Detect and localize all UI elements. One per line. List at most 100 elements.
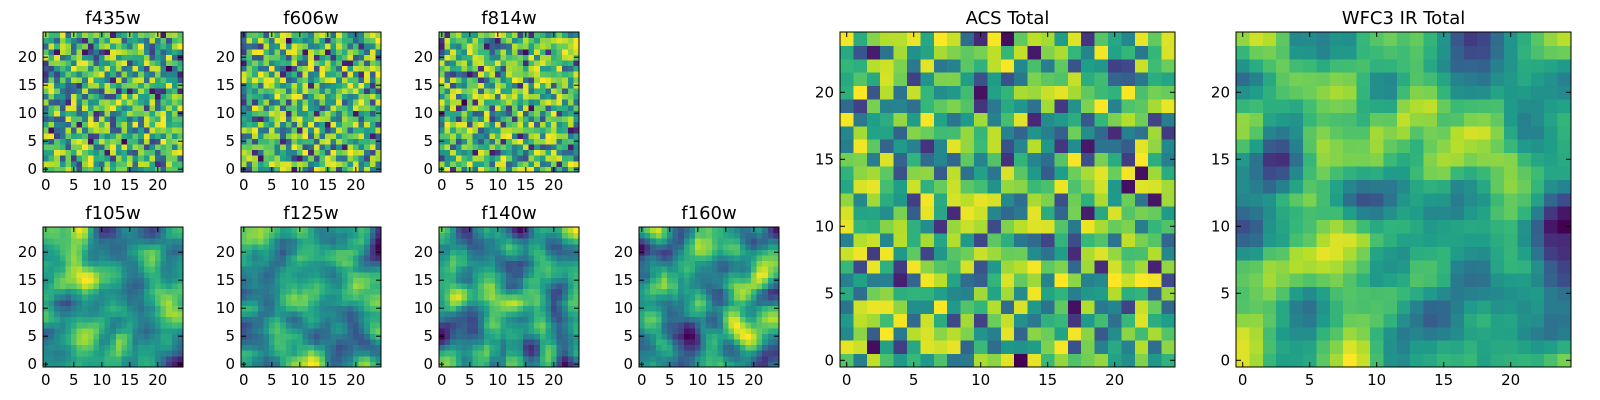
heatmap-cell [246,260,253,267]
heatmap-cell [246,350,253,357]
heatmap-cell [274,65,281,72]
heatmap-cell [65,355,72,362]
heatmap-cell [880,313,895,328]
heatmap-cell [573,71,580,78]
heatmap-cell [59,32,66,39]
heatmap-cell [907,259,921,274]
heatmap-cell [166,294,173,301]
heatmap-cell [455,339,462,346]
heatmap-cell [297,260,304,267]
heatmap-cell [241,271,248,278]
heatmap-cell [313,48,320,55]
heatmap-cell [534,299,541,306]
heatmap-cell [678,260,685,267]
heatmap-cell [947,286,962,301]
heatmap-cell [353,60,360,67]
heatmap-cell [478,316,485,323]
heatmap-cell [655,350,662,357]
x-tick-label: 0 [41,176,51,194]
heatmap-cell [528,121,535,128]
heatmap-cell [723,355,730,362]
heatmap-cell [325,294,332,301]
heatmap-cell [263,327,270,334]
heatmap-cell [252,132,259,139]
heatmap-cell [767,260,774,267]
heatmap-cell [104,121,111,128]
heatmap-cell [1121,353,1136,368]
heatmap-cell [347,249,354,256]
heatmap-cell [87,344,94,351]
heatmap-cell [472,60,479,67]
heatmap-cell [573,99,580,106]
heatmap-cell [1094,340,1109,355]
heatmap-cell [143,227,150,234]
x-tick-label: 0 [437,176,447,194]
heatmap-cell [149,355,156,362]
heatmap-cell [252,344,259,351]
heatmap-cell [439,99,446,106]
heatmap-cell [534,255,541,262]
heatmap-cell [341,71,348,78]
heatmap-cell [274,48,281,55]
heatmap-cell [353,121,360,128]
heatmap-cell [302,65,309,72]
heatmap-cell [751,249,758,256]
heatmap-cell [439,266,446,273]
heatmap-cell [143,32,150,39]
heatmap-cell [369,110,376,117]
heatmap-cell [127,48,134,55]
heatmap-cell [700,350,707,357]
heatmap-cell [528,271,535,278]
heatmap-cell [534,322,541,329]
heatmap-cell [59,104,66,111]
heatmap-cell [853,179,868,194]
heatmap-cell [252,283,259,290]
heatmap-cell [907,233,921,247]
heatmap-cell [695,333,702,340]
heatmap-cell [534,232,541,239]
heatmap-cell [166,166,173,173]
heatmap-cell [511,60,518,67]
heatmap-cell [263,71,270,78]
heatmap-cell [104,249,111,256]
heatmap-cell [319,350,326,357]
heatmap-cell [695,344,702,351]
heatmap-cell [274,255,281,262]
heatmap-cell [545,327,552,334]
heatmap-cell [336,311,343,318]
heatmap-cell [263,271,270,278]
heatmap-cell [269,243,276,250]
heatmap-cell [551,260,558,267]
heatmap-cell [347,311,354,318]
axes-frame [638,226,780,368]
heatmap-cell [528,93,535,100]
heatmap-cell [43,104,50,111]
heatmap-cell [177,76,184,83]
heatmap-cell [500,227,507,234]
heatmap-cell [257,93,264,100]
heatmap-cell [246,76,253,83]
heatmap-cell [347,116,354,123]
heatmap-cell [461,339,468,346]
heatmap-cell [302,99,309,106]
heatmap-cell [71,294,78,301]
heatmap-cell [545,249,552,256]
heatmap-cell [274,227,281,234]
heatmap-cell [330,350,337,357]
heatmap-cell [302,344,309,351]
heatmap-cell [751,339,758,346]
heatmap-cell [439,132,446,139]
heatmap-cell [93,144,100,151]
heatmap-cell [121,110,128,117]
heatmap-cell [489,104,496,111]
heatmap-cell [358,260,365,267]
heatmap-cell [556,43,563,50]
heatmap-cell [138,104,145,111]
heatmap-cell [257,37,264,44]
heatmap-cell [650,243,657,250]
heatmap-cell [534,227,541,234]
heatmap-cell [358,149,365,156]
heatmap-cell [138,127,145,134]
heatmap-cell [461,243,468,250]
heatmap-cell [297,71,304,78]
